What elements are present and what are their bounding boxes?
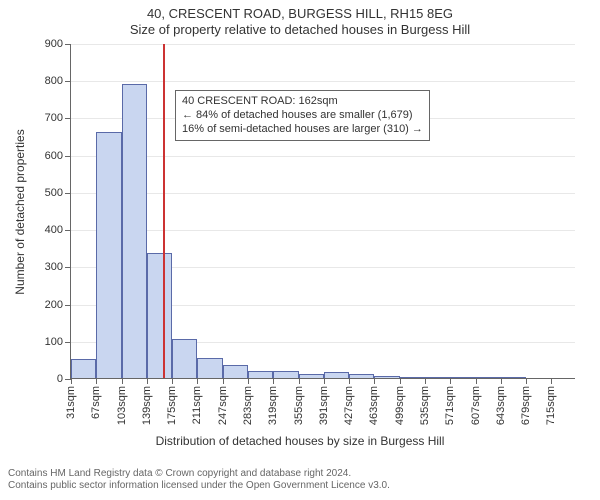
histogram-bar <box>425 377 450 378</box>
footer-attribution: Contains HM Land Registry data © Crown c… <box>8 468 390 492</box>
x-tick-label: 211sqm <box>191 386 203 424</box>
x-tick-label: 643sqm <box>495 386 507 425</box>
histogram-bar <box>299 374 324 378</box>
grid-line <box>71 81 575 82</box>
x-tick <box>147 378 148 384</box>
x-tick <box>450 378 451 384</box>
histogram-bar <box>450 377 475 378</box>
footer-line2: Contains public sector information licen… <box>8 480 390 492</box>
x-tick-label: 499sqm <box>394 386 406 425</box>
x-tick <box>71 378 72 384</box>
histogram-bar <box>248 371 273 378</box>
histogram-bar <box>374 376 399 378</box>
y-tick-label: 900 <box>45 38 71 50</box>
chart-title-line2: Size of property relative to detached ho… <box>0 22 600 37</box>
histogram-chart: 40, CRESCENT ROAD, BURGESS HILL, RH15 8E… <box>0 0 600 500</box>
x-tick <box>172 378 173 384</box>
annotation-line2: ← 84% of detached houses are smaller (1,… <box>182 109 423 123</box>
histogram-bar <box>501 377 526 378</box>
x-tick-label: 247sqm <box>217 386 229 425</box>
y-tick-label: 800 <box>45 75 71 87</box>
x-tick-label: 463sqm <box>368 386 380 425</box>
x-tick <box>476 378 477 384</box>
x-tick <box>299 378 300 384</box>
x-axis-label: Distribution of detached houses by size … <box>0 434 600 448</box>
histogram-bar <box>172 339 197 378</box>
x-tick-label: 427sqm <box>343 386 355 425</box>
y-axis-label: Number of detached properties <box>13 129 27 294</box>
x-tick <box>122 378 123 384</box>
x-tick <box>526 378 527 384</box>
histogram-bar <box>476 377 501 378</box>
x-tick-label: 139sqm <box>141 386 153 425</box>
x-tick-label: 715sqm <box>545 386 557 425</box>
x-tick-label: 175sqm <box>166 386 178 425</box>
histogram-bar <box>349 374 374 378</box>
x-tick <box>96 378 97 384</box>
x-tick-label: 391sqm <box>318 386 330 425</box>
x-tick-label: 283sqm <box>242 386 254 425</box>
x-tick <box>324 378 325 384</box>
x-tick <box>223 378 224 384</box>
x-tick <box>349 378 350 384</box>
x-tick-label: 31sqm <box>65 386 77 419</box>
x-tick <box>248 378 249 384</box>
annotation-line3: 16% of semi-detached houses are larger (… <box>182 123 423 137</box>
x-tick-label: 355sqm <box>293 386 305 425</box>
x-tick <box>197 378 198 384</box>
x-tick-label: 103sqm <box>116 386 128 425</box>
chart-title-line1: 40, CRESCENT ROAD, BURGESS HILL, RH15 8E… <box>0 6 600 21</box>
x-tick-label: 571sqm <box>444 386 456 425</box>
x-tick <box>551 378 552 384</box>
x-tick-label: 679sqm <box>520 386 532 425</box>
y-tick-label: 500 <box>45 187 71 199</box>
x-tick <box>425 378 426 384</box>
x-tick <box>374 378 375 384</box>
y-tick-label: 300 <box>45 261 71 273</box>
value-marker-line <box>163 44 165 378</box>
y-tick-label: 700 <box>45 112 71 124</box>
y-tick-label: 400 <box>45 224 71 236</box>
x-tick <box>400 378 401 384</box>
x-tick <box>273 378 274 384</box>
annotation-box: 40 CRESCENT ROAD: 162sqm ← 84% of detach… <box>175 90 430 141</box>
histogram-bar <box>122 84 147 378</box>
annotation-line1: 40 CRESCENT ROAD: 162sqm <box>182 95 423 109</box>
y-tick-label: 100 <box>45 336 71 348</box>
footer-line1: Contains HM Land Registry data © Crown c… <box>8 468 390 480</box>
histogram-bar <box>324 372 349 378</box>
histogram-bar <box>96 132 121 378</box>
y-tick-label: 600 <box>45 150 71 162</box>
histogram-bar <box>273 371 298 378</box>
histogram-bar <box>147 253 172 378</box>
x-tick-label: 67sqm <box>90 386 102 419</box>
y-tick-label: 200 <box>45 299 71 311</box>
histogram-bar <box>223 365 248 378</box>
histogram-bar <box>400 377 425 378</box>
y-tick-label: 0 <box>57 373 71 385</box>
x-tick <box>501 378 502 384</box>
x-tick-label: 607sqm <box>470 386 482 425</box>
x-tick-label: 319sqm <box>267 386 279 425</box>
x-tick-label: 535sqm <box>419 386 431 425</box>
histogram-bar <box>71 359 96 378</box>
histogram-bar <box>197 358 222 378</box>
grid-line <box>71 44 575 45</box>
